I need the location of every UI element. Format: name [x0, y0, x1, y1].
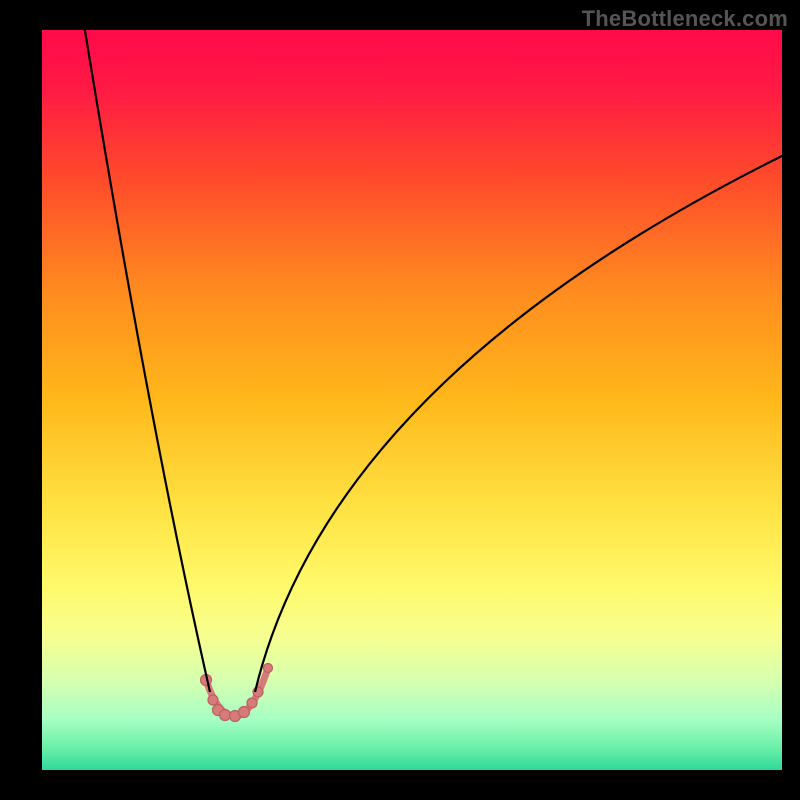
trough-marker-dot — [239, 707, 250, 718]
trough-marker-dot — [264, 664, 273, 673]
trough-marker-dot — [220, 710, 231, 721]
trough-marker-dot — [253, 687, 263, 697]
chart-frame: { "watermark": { "text": "TheBottleneck.… — [0, 0, 800, 800]
trough-marker-dot — [247, 698, 257, 708]
plot-background — [42, 30, 782, 770]
bottleneck-chart — [0, 0, 800, 800]
trough-marker-dot — [208, 695, 218, 705]
watermark-text: TheBottleneck.com — [582, 6, 788, 32]
